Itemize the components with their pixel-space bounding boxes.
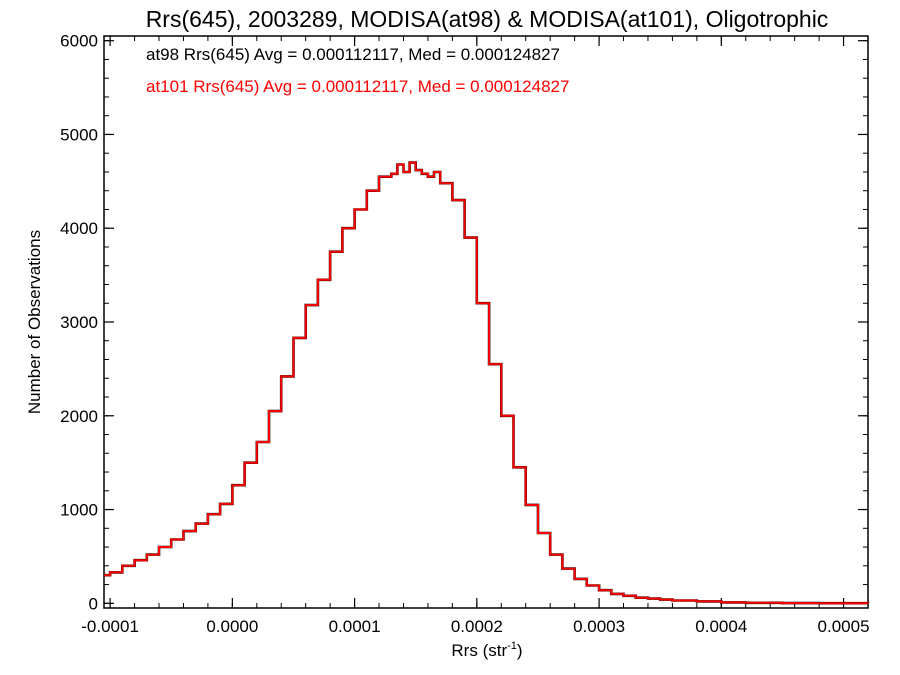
- x-tick-label: 0.0004: [695, 617, 747, 636]
- series-layer: [104, 161, 870, 605]
- x-tick-label: 0.0003: [573, 617, 625, 636]
- y-tick-label: 1000: [60, 501, 98, 520]
- x-tick-label: -0.0001: [81, 617, 139, 636]
- y-tick-label: 3000: [60, 313, 98, 332]
- y-tick-label: 0: [89, 594, 98, 613]
- y-tick-label: 5000: [60, 125, 98, 144]
- annotation-at98: at98 Rrs(645) Avg = 0.000112117, Med = 0…: [146, 45, 560, 64]
- y-axis-ticks: 0 1000 2000 3000 4000 5000 6000: [60, 32, 868, 613]
- series-line-1: [104, 161, 869, 605]
- x-axis-ticks: -0.0001 0.0000 0.0001 0.0002 0.0003 0.0004 0.0…: [81, 36, 870, 636]
- x-axis-label: Rrs (str-1): [451, 640, 522, 660]
- x-axis-label-text: Rrs (str: [451, 641, 507, 660]
- x-axis-label-superscript: -1: [507, 640, 517, 652]
- plot-frame: [103, 35, 869, 609]
- x-tick-label: 0.0005: [818, 617, 870, 636]
- series-line-0: [104, 161, 870, 605]
- x-tick-label: 0.0001: [329, 617, 381, 636]
- x-tick-label: 0.0000: [206, 617, 258, 636]
- y-tick-label: 4000: [60, 219, 98, 238]
- x-axis-label-end: ): [517, 641, 523, 660]
- chart-title: Rrs(645), 2003289, MODISA(at98) & MODISA…: [146, 6, 829, 32]
- y-tick-label: 6000: [60, 32, 98, 51]
- y-axis-label: Number of Observations: [25, 230, 44, 414]
- y-tick-label: 2000: [60, 407, 98, 426]
- annotation-at101: at101 Rrs(645) Avg = 0.000112117, Med = …: [146, 77, 569, 96]
- x-tick-label: 0.0002: [451, 617, 503, 636]
